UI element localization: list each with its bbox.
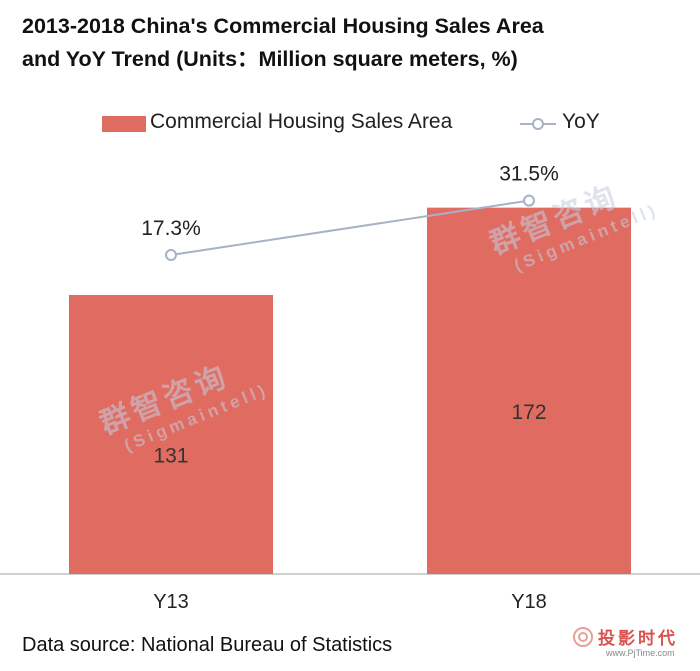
yoy-point-y18: [523, 194, 535, 207]
legend-bar-swatch: [102, 116, 146, 132]
x-tick-y13: Y13: [153, 591, 189, 613]
yoy-label-y13: 17.3%: [141, 217, 201, 240]
chart-title: 2013-2018 China's Commercial Housing Sal…: [22, 10, 682, 76]
chart-title-line-2: and YoY Trend (Units：Million square mete…: [22, 47, 518, 71]
yoy-value-labels: 17.3% 31.5%: [141, 163, 559, 240]
bar-series: [69, 207, 631, 574]
yoy-line: [170, 199, 530, 257]
yoy-label-y18: 31.5%: [499, 163, 559, 186]
bar-label-y13: 131: [153, 444, 188, 467]
yoy-point-y13: [165, 249, 177, 262]
brand-logo: 投影时代 www.PjTime.com: [572, 624, 692, 664]
legend: Commercial Housing Sales Area YoY: [0, 106, 700, 136]
x-tick-labels: Y13 Y18: [153, 591, 547, 613]
brand-url: www.PjTime.com: [606, 648, 675, 658]
bar-y18: [427, 207, 631, 574]
bar-y13: [69, 294, 273, 574]
brand-name: 投影时代: [598, 629, 678, 648]
legend-bar-label: Commercial Housing Sales Area: [150, 110, 453, 133]
legend-line-marker: [532, 118, 544, 130]
brand-icon: [573, 627, 593, 647]
yoy-series: [165, 194, 535, 262]
legend-line-label: YoY: [562, 110, 600, 133]
data-source: Data source: National Bureau of Statisti…: [22, 634, 393, 656]
bar-value-labels: 131 172: [153, 401, 546, 468]
x-tick-y18: Y18: [511, 591, 547, 613]
chart-title-line-1: 2013-2018 China's Commercial Housing Sal…: [22, 14, 544, 38]
bar-label-y18: 172: [511, 401, 546, 424]
